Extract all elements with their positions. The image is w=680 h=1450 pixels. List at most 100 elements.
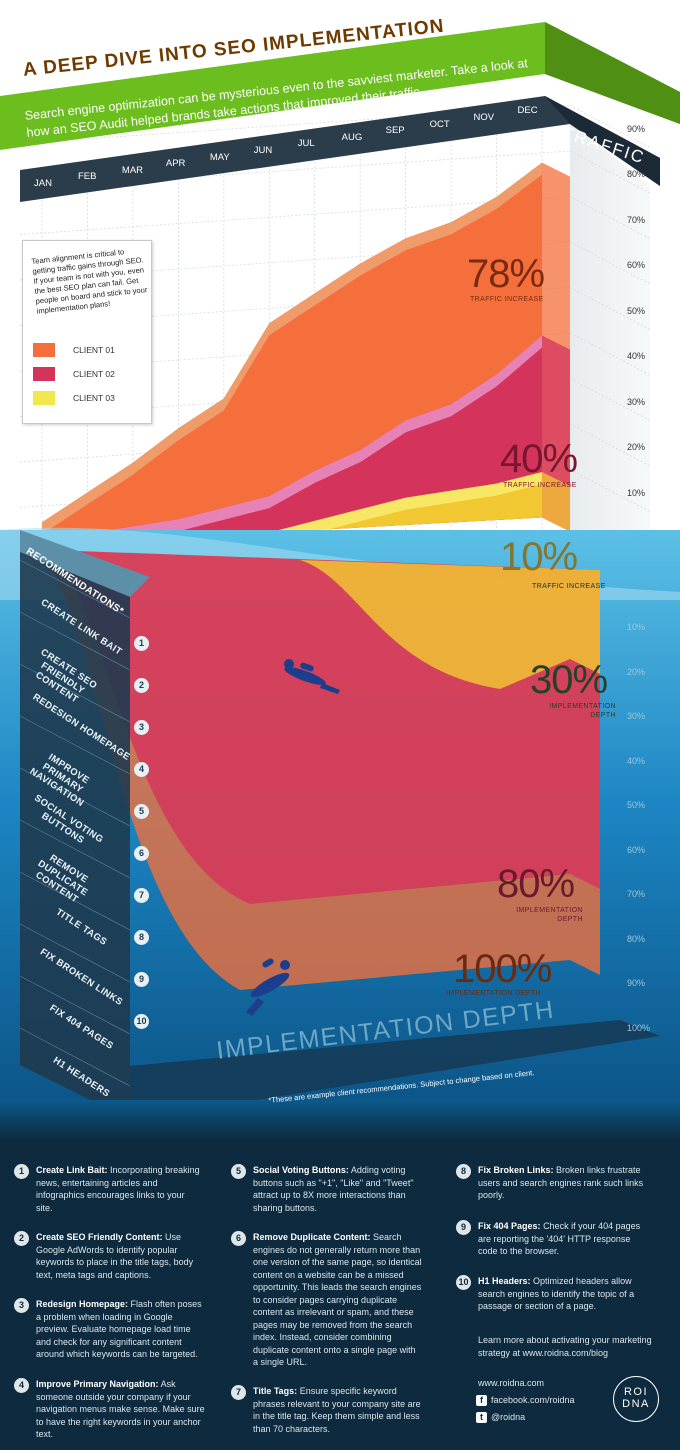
definition-number: 6 [231,1231,246,1246]
depth-tick: 30% [627,711,646,721]
depth-tick: 60% [627,844,646,855]
roidna-logo: ROI DNA [613,1376,659,1422]
diver-icon [246,958,290,1016]
traffic-tick: 30% [627,396,646,407]
definition-item: 6 Remove Duplicate Content: Search engin… [231,1231,423,1369]
client-01-depth-label: IMPLEMENTATION DEPTH [446,990,541,997]
infographic-stage: A DEEP DIVE INTO SEO IMPLEMENTATION Sear… [0,0,680,1140]
bottom-band [0,1100,680,1140]
month-label: APR [165,158,186,170]
recommendation-number: 3 [134,720,149,735]
month-label: DEC [517,105,538,117]
definition-title: Fix 404 Pages: [478,1221,541,1231]
recommendation-number: 6 [134,846,149,861]
definition-number: 10 [456,1275,471,1290]
definition-text: Use Google AdWords to identify popular k… [36,1232,194,1280]
gridline-horizontal [569,469,651,512]
legend: Team alignment is critical to getting tr… [22,240,152,424]
learn-more-text: Learn more about activating your marketi… [478,1335,652,1358]
month-label: JUN [253,145,273,156]
month-label: NOV [473,112,495,123]
recommendation-number: 9 [134,972,149,987]
definition-text: Adding voting buttons such as "+1", "Lik… [253,1165,414,1213]
gridline-horizontal [569,332,651,376]
client-01-traffic-value: 78% [467,252,545,296]
recommendation-divider [19,975,131,1035]
definition-number: 8 [456,1164,471,1179]
recommendation-number: 7 [134,888,149,903]
recommendation-number: 2 [134,678,149,693]
gridline-horizontal [569,423,651,467]
month-label: JUL [297,138,315,150]
definition-item: 2 Create SEO Friendly Content: Use Googl… [14,1231,208,1281]
recommendation-number: 5 [134,804,149,819]
traffic-areas [42,162,570,553]
definition-number: 9 [456,1220,471,1235]
legend-label: CLIENT 02 [73,369,115,379]
twitter-link[interactable]: @roidna [491,1412,526,1422]
recommendations-panel [20,550,130,1120]
recommendation-divider [19,663,131,723]
depth-shapes [40,550,600,990]
traffic-tick: 70% [627,214,646,225]
definition-title: Remove Duplicate Content: [253,1232,371,1242]
recommendation-divider [19,715,131,775]
definition-item: 5 Social Voting Buttons: Adding voting b… [231,1164,423,1214]
recommendation-number: 8 [134,930,149,945]
traffic-tick: 50% [627,305,646,316]
definition-text: Ensure specific keyword phrases relevant… [253,1386,421,1434]
depth-tick: 20% [627,666,646,677]
definition-title: Redesign Homepage: [36,1299,129,1309]
depth-client-03 [300,560,600,689]
definition-number: 4 [14,1378,29,1393]
definition-item: 3 Redesign Homepage: Flash often poses a… [14,1298,208,1361]
logo-line-1: ROI [623,1386,649,1398]
recommendation-divider [19,611,131,671]
definition-text: Incorporating breaking news, entertainin… [36,1165,200,1213]
definition-item: 9 Fix 404 Pages: Check if your 404 pages… [456,1220,648,1258]
definition-text: Broken links frustrate users and search … [478,1165,644,1200]
website-link[interactable]: www.roidna.com [478,1378,545,1388]
definition-number: 7 [231,1385,246,1400]
client-01-traffic-label: TRAFFIC INCREASE [470,296,544,303]
month-label: FEB [77,171,97,183]
recommendation-divider [19,767,131,827]
client-03-depth-value: 30% [530,658,608,702]
traffic-tick: 10% [627,487,646,498]
recommendation-dividers [19,559,131,1087]
area-top-client-03 [269,472,542,545]
definition-text: Optimized headers allow search engines t… [478,1276,635,1311]
definition-title: Title Tags: [253,1386,298,1396]
depth-tick: 100% [627,1022,651,1033]
area-top-client-01 [42,162,542,535]
definition-number: 5 [231,1164,246,1179]
month-header-bar [20,96,660,202]
traffic-tick: 60% [627,260,646,270]
gridline-horizontal [569,287,651,330]
month-label: SEP [385,125,405,137]
definition-title: Create Link Bait: [36,1165,108,1175]
definition-text: Ask someone outside your company if your… [36,1379,205,1439]
facebook-link[interactable]: facebook.com/roidna [491,1395,575,1405]
depth-tick: 80% [627,933,646,944]
recommendation-divider [19,819,131,879]
month-label: AUG [341,131,363,143]
depth-tick: 90% [627,978,646,988]
month-label: MAY [209,151,230,163]
month-label: MAR [121,164,144,176]
recommendation-number: 1 [134,636,149,651]
gridline-horizontal [569,196,651,239]
legend-swatch [33,343,55,357]
definition-title: Create SEO Friendly Content: [36,1232,163,1242]
twitter-icon[interactable]: t [476,1412,487,1423]
facebook-icon[interactable]: f [476,1395,487,1406]
definition-text: Check if your 404 pages are reporting th… [478,1221,641,1256]
legend-swatch [33,391,55,405]
gridline-horizontal [569,105,651,148]
definition-text: Flash often poses a problem when loading… [36,1299,202,1359]
traffic-tick: 20% [627,442,646,452]
client-01-depth-value: 100% [453,947,552,991]
area-client-02 [42,335,542,545]
depth-tick: 70% [627,889,646,899]
legend-note: Team alignment is critical to getting tr… [31,247,148,316]
